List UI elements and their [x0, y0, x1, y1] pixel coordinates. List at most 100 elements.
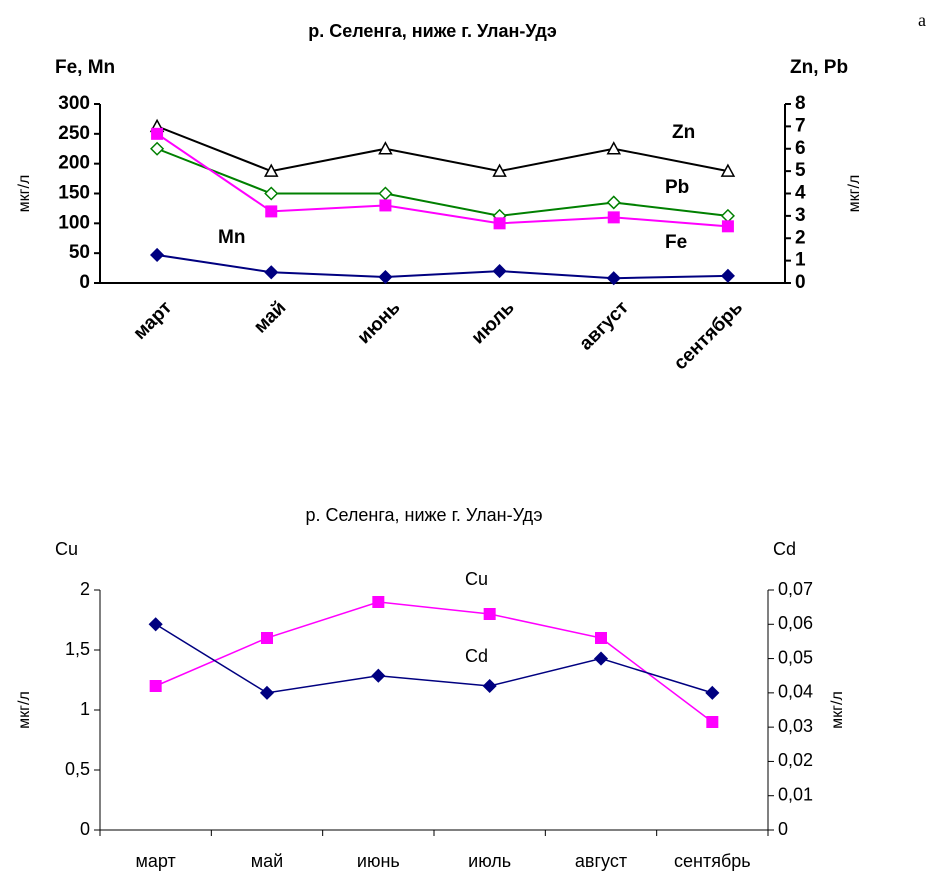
marker	[264, 186, 279, 201]
series-label: Fe	[665, 232, 687, 253]
y-axis-title: Cu	[55, 539, 78, 559]
marker	[705, 685, 720, 700]
marker	[606, 195, 621, 210]
y-tick-label: 300	[58, 93, 90, 114]
marker	[150, 247, 165, 263]
x-tick-label: март	[136, 851, 176, 871]
y-tick-label: 100	[58, 212, 90, 233]
y2-tick-label: 0,04	[778, 682, 813, 702]
chart-title: р. Селенга, ниже г. Улан-Удэ	[308, 21, 557, 41]
marker	[378, 269, 393, 285]
y-axis-label: мкг/л	[16, 175, 33, 213]
y-tick-label: 150	[58, 183, 90, 204]
y2-tick-label: 0	[778, 819, 788, 839]
series-label: Zn	[672, 122, 695, 143]
marker	[492, 163, 507, 177]
x-tick-label: июнь	[354, 297, 405, 348]
marker	[607, 211, 620, 224]
y2-tick-label: 0,02	[778, 750, 813, 770]
marker	[706, 716, 719, 728]
marker	[720, 208, 735, 223]
y2-tick-label: 3	[795, 205, 806, 226]
y2-axis-label: мкг/л	[846, 175, 863, 213]
line	[155, 623, 713, 694]
y2-axis-title: Zn, Pb	[790, 57, 848, 78]
marker	[264, 265, 279, 280]
y2-axis-title: Cd	[773, 539, 796, 559]
panel-label: а	[918, 10, 926, 30]
marker	[372, 596, 385, 608]
marker	[148, 617, 163, 632]
marker	[593, 651, 609, 666]
y2-tick-label: 8	[795, 93, 806, 114]
marker	[378, 186, 393, 201]
x-tick-label: июль	[468, 851, 511, 871]
x-tick-label: май	[250, 297, 290, 337]
y-axis-title: Fe, Mn	[55, 57, 115, 78]
x-tick-label: март	[129, 297, 176, 344]
marker	[379, 199, 392, 212]
marker	[259, 685, 275, 700]
marker	[492, 264, 507, 279]
series	[149, 118, 736, 177]
series	[150, 247, 735, 286]
marker	[606, 271, 621, 286]
line	[156, 125, 729, 173]
series-label: Cu	[465, 569, 488, 589]
y-tick-label: 0	[80, 819, 90, 839]
y-axis-label: мкг/л	[16, 691, 33, 729]
series	[149, 596, 719, 728]
series-label: Cd	[465, 646, 488, 666]
marker	[483, 608, 496, 620]
y2-tick-label: 0,07	[778, 579, 813, 599]
series-label: Pb	[665, 177, 689, 198]
line	[156, 253, 728, 280]
y2-tick-label: 1	[795, 250, 806, 271]
y2-tick-label: 7	[795, 115, 806, 136]
series-label: Mn	[218, 227, 245, 248]
y2-axis-label: мкг/л	[829, 691, 846, 729]
marker	[263, 163, 279, 177]
marker	[606, 141, 622, 155]
y-tick-label: 200	[58, 153, 90, 174]
marker	[482, 678, 497, 694]
chart-title: р. Селенга, ниже г. Улан-Удэ	[305, 505, 542, 525]
y2-tick-label: 5	[795, 160, 806, 181]
y-tick-label: 2	[80, 579, 90, 599]
series	[151, 127, 734, 233]
x-tick-label: июнь	[357, 851, 400, 871]
y2-tick-label: 6	[795, 138, 806, 159]
marker	[151, 127, 164, 140]
y2-tick-label: 0	[795, 272, 806, 293]
y2-tick-label: 0,03	[778, 716, 813, 736]
y-tick-label: 0	[79, 272, 90, 293]
marker	[721, 220, 734, 233]
y-tick-label: 1,5	[65, 639, 90, 659]
line	[156, 133, 728, 228]
line	[155, 601, 713, 723]
y2-tick-label: 0,01	[778, 784, 813, 804]
marker	[720, 268, 735, 283]
x-tick-label: сентябрь	[670, 297, 747, 374]
y-tick-label: 50	[69, 242, 90, 263]
y2-tick-label: 4	[795, 183, 806, 204]
marker	[371, 668, 386, 683]
x-tick-label: август	[575, 297, 632, 354]
marker	[150, 141, 165, 156]
marker	[149, 680, 162, 692]
y2-tick-label: 0,05	[778, 647, 813, 667]
marker	[493, 217, 506, 230]
line	[156, 147, 729, 217]
x-tick-label: июль	[468, 297, 519, 348]
marker	[720, 163, 736, 177]
x-tick-label: май	[251, 851, 283, 871]
x-tick-label: сентябрь	[674, 851, 751, 871]
marker	[261, 632, 273, 644]
marker	[378, 141, 393, 155]
y-tick-label: 0,5	[65, 759, 90, 779]
y-tick-label: 250	[58, 123, 90, 144]
y2-tick-label: 0,06	[778, 613, 813, 633]
y2-tick-label: 2	[795, 227, 806, 248]
y-tick-label: 1	[80, 699, 90, 719]
